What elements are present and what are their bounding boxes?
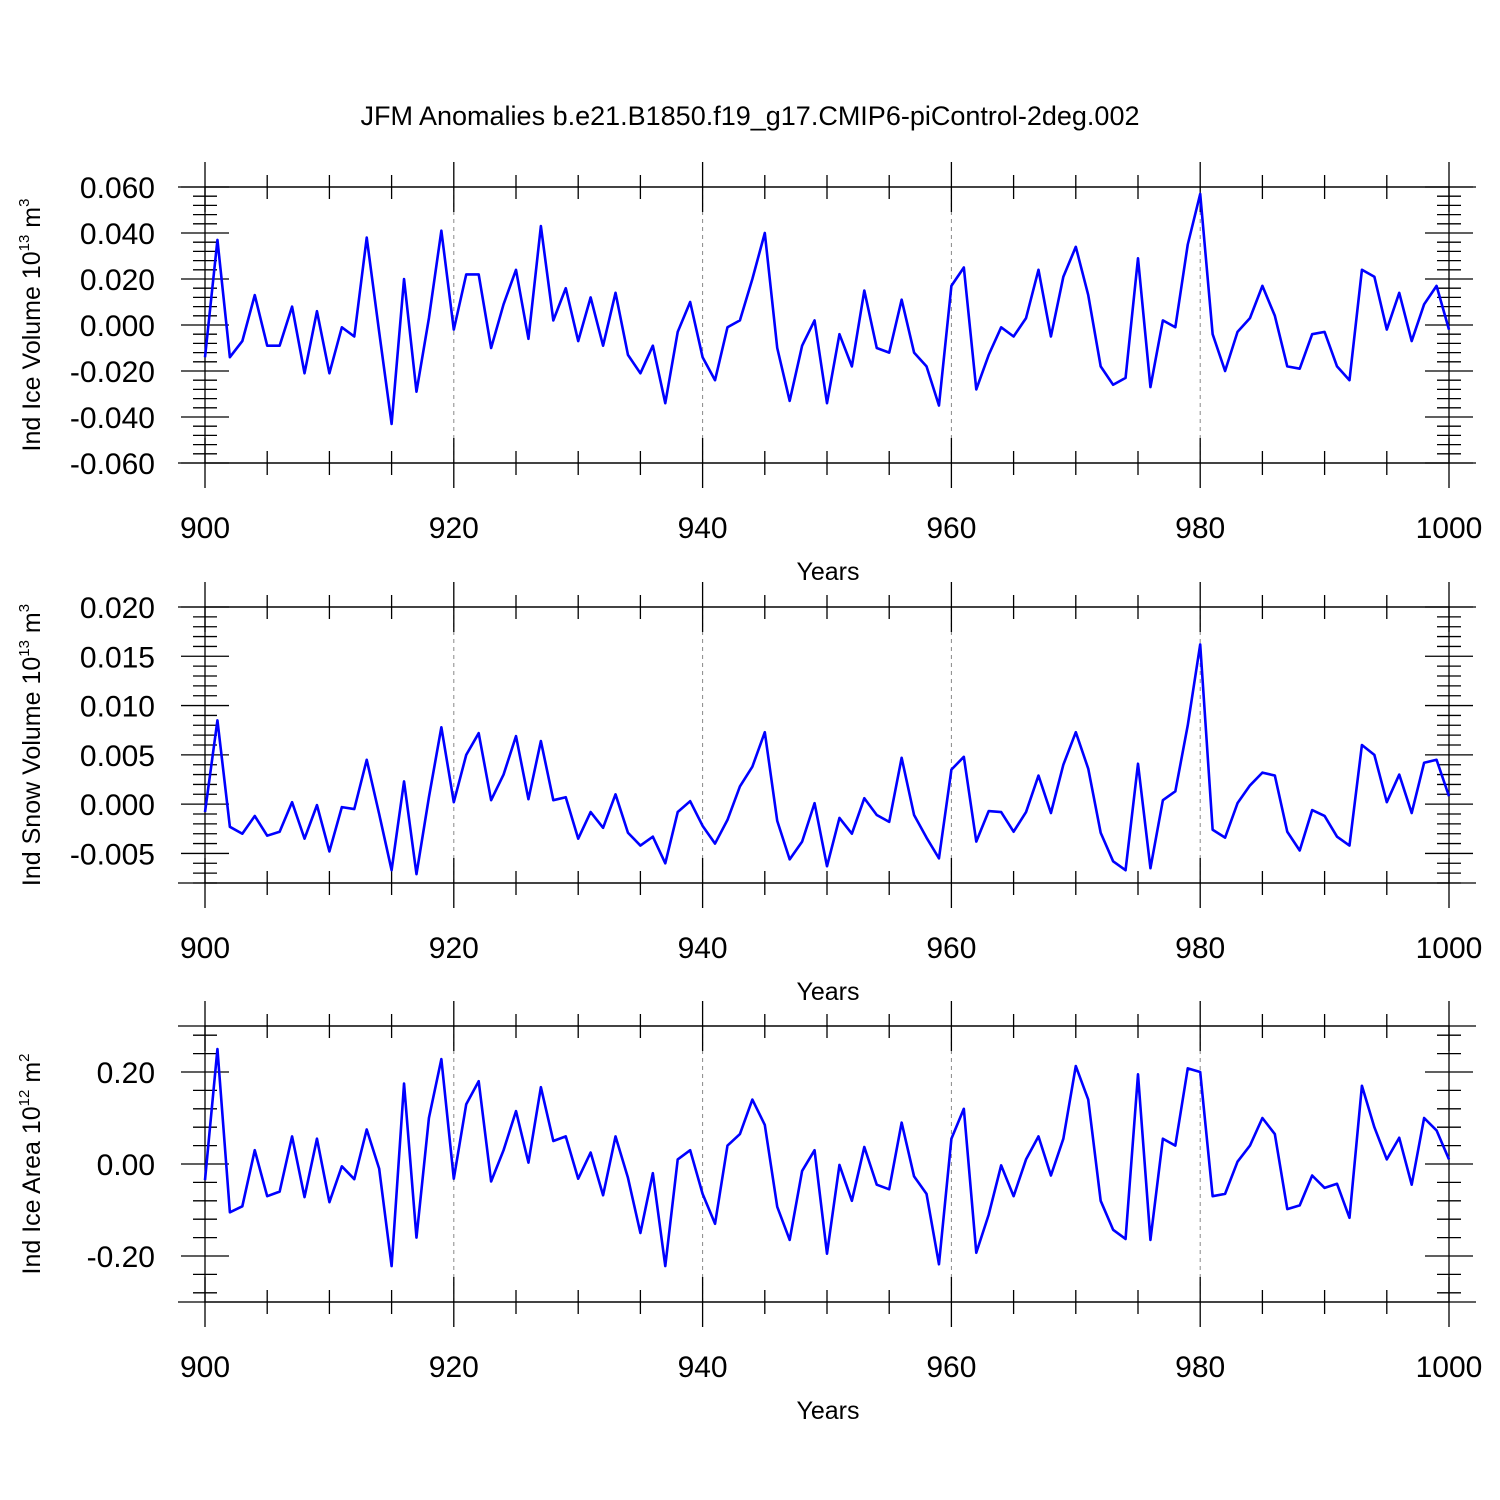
- y-tick-label: -0.005: [70, 838, 155, 871]
- y-axis-label: Ind Ice Area 1012 m2: [16, 1054, 46, 1275]
- x-tick-label: 920: [429, 932, 479, 965]
- series-line-ice-area: [203, 1047, 1451, 1268]
- y-tick-label: -0.020: [70, 356, 155, 389]
- y-axis-label: Ind Ice Volume 1013 m3: [16, 199, 46, 452]
- x-tick-label: 980: [1175, 932, 1225, 965]
- x-tick-label: 960: [926, 512, 976, 545]
- series-line-ice-volume: [203, 192, 1451, 426]
- series-line-snow-volume: [203, 643, 1451, 876]
- figure-title: JFM Anomalies b.e21.B1850.f19_g17.CMIP6-…: [361, 101, 1140, 131]
- y-tick-label: 0.000: [80, 789, 155, 822]
- panel-ice-area: 900 920 940 960 980 1000 -0.20 0.00 0.20 Years Ind…: [16, 1001, 1482, 1425]
- x-tick-label: 920: [429, 512, 479, 545]
- y-tick-label: 0.040: [80, 218, 155, 251]
- x-tick-label: 980: [1175, 1351, 1225, 1384]
- x-tick-label: 940: [678, 512, 728, 545]
- x-axis-label: Years: [796, 558, 859, 586]
- y-tick-label: -0.060: [70, 448, 155, 481]
- x-tick-label: 960: [926, 1351, 976, 1384]
- x-axis-label: Years: [796, 978, 859, 1006]
- panel-snow-volume: 900 920 940 960 980 1000 -0.005 0.000 0.005 0.010…: [16, 582, 1482, 1006]
- y-tick-label: 0.015: [80, 641, 155, 674]
- x-tick-label: 1000: [1416, 932, 1483, 965]
- y-tick-label: 0.00: [97, 1149, 155, 1182]
- x-tick-label: 940: [678, 1351, 728, 1384]
- y-tick-label: 0.060: [80, 172, 155, 205]
- y-tick-label: 0.020: [80, 592, 155, 625]
- y-tick-label: 0.010: [80, 691, 155, 724]
- y-axis-label: Ind Snow Volume 1013 m3: [16, 604, 46, 886]
- x-tick-label: 940: [678, 932, 728, 965]
- y-tick-label: -0.040: [70, 402, 155, 435]
- y-tick-label: 0.005: [80, 740, 155, 773]
- x-tick-label: 900: [180, 512, 230, 545]
- x-tick-label: 1000: [1416, 1351, 1483, 1384]
- x-axis-label: Years: [796, 1397, 859, 1425]
- x-tick-label: 960: [926, 932, 976, 965]
- x-tick-label: 900: [180, 1351, 230, 1384]
- panel-ice-volume: 900 920 940 960 980 1000 -0.060 -0.040 -0.020 0.0…: [16, 162, 1482, 586]
- y-tick-label: 0.020: [80, 264, 155, 297]
- x-tick-label: 900: [180, 932, 230, 965]
- x-tick-label: 920: [429, 1351, 479, 1384]
- x-tick-label: 1000: [1416, 512, 1483, 545]
- x-tick-label: 980: [1175, 512, 1225, 545]
- y-tick-label: -0.20: [87, 1241, 155, 1274]
- y-tick-label: 0.000: [80, 310, 155, 343]
- y-tick-label: 0.20: [97, 1057, 155, 1090]
